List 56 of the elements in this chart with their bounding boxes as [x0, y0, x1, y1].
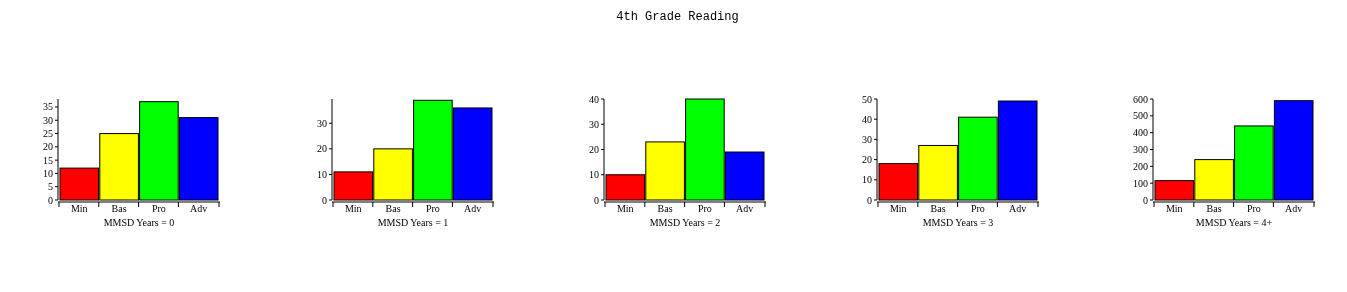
- y-tick-label: 30: [589, 118, 599, 130]
- y-tick-label: 30: [317, 117, 327, 129]
- y-tick-label: 20: [43, 141, 53, 153]
- y-tick-label: 10: [862, 174, 872, 186]
- x-tick-label: Min: [1165, 203, 1183, 214]
- y-tick-label: 15: [43, 154, 53, 166]
- x-axis-title: MMSD Years = 0: [103, 217, 175, 228]
- x-tick-label: Pro: [151, 203, 166, 214]
- y-tick-label: 0: [48, 194, 53, 206]
- y-tick-label: 50: [862, 93, 872, 105]
- y-tick-label: 20: [862, 154, 872, 166]
- x-tick-label: Adv: [464, 203, 482, 214]
- y-tick-label: 600: [1133, 93, 1148, 105]
- y-tick-label: 40: [589, 93, 599, 105]
- y-tick-label: 0: [867, 194, 872, 206]
- y-tick-label: 10: [589, 169, 599, 181]
- x-tick-label: Pro: [425, 203, 440, 214]
- x-axis-title: MMSD Years = 1: [377, 217, 449, 228]
- chart-title: 4th Grade Reading: [616, 9, 739, 24]
- y-tick-label: 0: [322, 194, 327, 206]
- x-axis-title: MMSD Years = 3: [922, 217, 994, 228]
- y-tick-label: 35: [43, 101, 53, 113]
- x-tick-label: Bas: [385, 203, 401, 214]
- y-tick-label: 200: [1133, 160, 1148, 172]
- y-tick-label: 20: [317, 143, 327, 155]
- y-tick-label: 30: [862, 133, 872, 145]
- x-tick-label: Min: [889, 203, 907, 214]
- y-tick-label: 30: [43, 114, 53, 126]
- y-tick-label: 0: [1143, 194, 1148, 206]
- x-tick-label: Min: [344, 203, 362, 214]
- x-tick-label: Adv: [1009, 203, 1027, 214]
- y-tick-label: 100: [1133, 177, 1148, 189]
- x-tick-label: Min: [70, 203, 88, 214]
- y-tick-label: 300: [1133, 144, 1148, 155]
- x-axis-title: MMSD Years = 2: [649, 217, 721, 228]
- x-tick-label: Bas: [111, 203, 127, 214]
- y-tick-label: 20: [589, 144, 599, 155]
- y-tick-label: 40: [862, 113, 872, 125]
- y-tick-label: 0: [594, 194, 599, 206]
- x-tick-label: Bas: [930, 203, 946, 214]
- x-tick-label: Adv: [190, 203, 208, 214]
- x-tick-label: Adv: [736, 203, 754, 214]
- y-tick-label: 400: [1133, 127, 1148, 139]
- x-tick-label: Bas: [657, 203, 673, 214]
- y-tick-label: 10: [317, 168, 327, 180]
- x-tick-label: Pro: [697, 203, 712, 214]
- x-tick-label: Pro: [970, 203, 985, 214]
- y-tick-label: 500: [1133, 110, 1148, 122]
- x-tick-label: Bas: [1206, 203, 1222, 214]
- y-tick-label: 10: [43, 167, 53, 179]
- x-tick-label: Adv: [1285, 203, 1303, 214]
- y-tick-label: 5: [48, 181, 53, 193]
- x-tick-label: Pro: [1246, 203, 1261, 214]
- x-tick-label: Min: [616, 203, 634, 214]
- y-tick-label: 25: [43, 128, 53, 140]
- x-axis-title: MMSD Years = 4+: [1195, 217, 1273, 228]
